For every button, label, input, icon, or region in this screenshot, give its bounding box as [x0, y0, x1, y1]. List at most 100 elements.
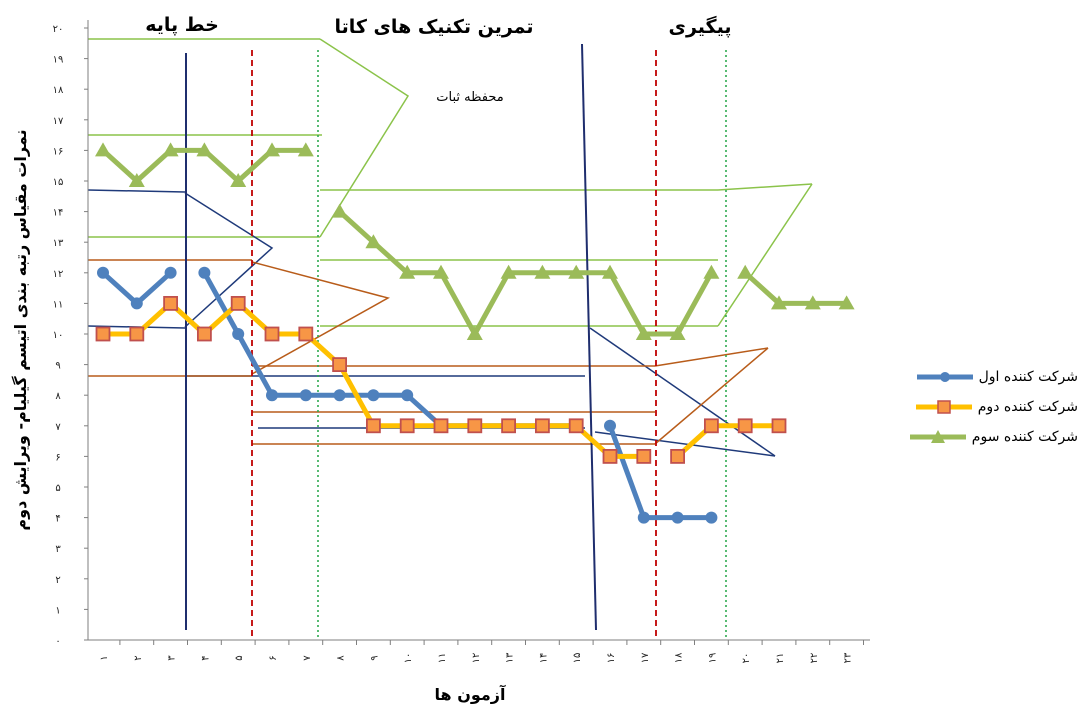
series-1-point-10 — [401, 389, 414, 402]
series-3-line-3 — [742, 270, 850, 306]
series-2-point-10 — [399, 418, 415, 434]
annotation-stability-envelope: محفظه ثبات — [436, 90, 503, 105]
series-3-point-16 — [602, 264, 618, 279]
series-3-point-9 — [365, 234, 382, 249]
envelope-series-3-kata — [88, 134, 813, 327]
legend-label-series-1: شرکت کننده اول — [978, 369, 1078, 385]
y-tick-label-18: ۱۸ — [53, 85, 64, 96]
y-tick-label-11: ۱۱ — [53, 299, 64, 310]
x-tick-label-17: ۱۷ — [640, 652, 651, 663]
series-2 — [95, 295, 787, 464]
x-tick-label-19: ۱۹ — [707, 653, 718, 664]
series-3-point-13 — [500, 264, 517, 279]
y-tick-label-4: ۴ — [55, 514, 60, 525]
y-tick-label-2: ۲ — [55, 575, 60, 586]
legend-label-series-3: شرکت کننده سوم — [971, 429, 1078, 445]
y-tick-label-14: ۱۴ — [53, 208, 64, 219]
series-2-point-19 — [704, 418, 719, 434]
series-layer — [95, 142, 855, 524]
legend-label-series-2: شرکت کننده دوم — [977, 399, 1078, 415]
phase-title-followup: پیگیری — [669, 15, 732, 38]
series-1-point-2 — [130, 297, 143, 310]
x-tick-label-13: ۱۳ — [505, 652, 516, 663]
series-2-point-1 — [95, 326, 111, 342]
y-tick-label-15: ۱۵ — [53, 177, 64, 188]
series-1 — [97, 266, 718, 524]
series-3-point-4 — [196, 142, 213, 157]
series-2-point-9 — [365, 418, 381, 434]
series-3-point-14 — [534, 264, 551, 279]
series-2-point-15 — [568, 418, 584, 434]
series-3-point-12 — [466, 326, 483, 340]
series-2-point-6 — [264, 326, 280, 342]
y-tick-label-5: ۵ — [55, 483, 60, 494]
y-tick-label-13: ۱۳ — [53, 238, 64, 249]
x-tick-label-8: ۸ — [336, 655, 347, 661]
series-3-point-7 — [297, 142, 314, 157]
series-1-point-6 — [266, 389, 278, 402]
legend-swatch-series-2 — [915, 400, 972, 414]
series-3-point-1 — [95, 142, 111, 157]
y-tick-label-1: ۱ — [55, 605, 60, 616]
series-2-point-8 — [332, 357, 348, 373]
legend-item-series-2: شرکت کننده دوم — [872, 392, 1078, 422]
x-axis-title: آزمون ها — [435, 684, 506, 704]
series-1-point-18 — [671, 511, 684, 524]
envelope-series-3-baseline — [88, 38, 410, 238]
y-tick-label-19: ۱۹ — [53, 55, 64, 66]
y-tick-label-17: ۱۷ — [53, 116, 64, 127]
series-1-point-5 — [232, 328, 245, 340]
y-tick-label-12: ۱۲ — [53, 269, 64, 280]
series-3-point-6 — [264, 142, 280, 157]
series-2-point-7 — [298, 326, 314, 342]
phase-title-baseline: خط پایه — [145, 14, 219, 36]
x-tick-label-4: ۴ — [200, 655, 211, 660]
series-3-point-3 — [162, 142, 179, 157]
legend-item-series-3: شرکت کننده سوم — [872, 422, 1078, 452]
series-3-point-23 — [838, 295, 855, 310]
phase-divider-kata-solid — [581, 43, 597, 631]
series-3-point-2 — [128, 173, 145, 187]
series-1-line-2 — [201, 270, 579, 429]
series-3-point-19 — [703, 264, 720, 279]
x-tick-label-1: ۱ — [99, 655, 110, 660]
series-2-point-3 — [163, 295, 179, 311]
series-3-line-2 — [337, 209, 714, 337]
legend-swatch-series-1 — [916, 372, 973, 382]
series-3-point-15 — [568, 264, 585, 279]
legend: شرکت کننده اول شرکت کننده دوم شرکت کننده… — [872, 362, 1078, 452]
series-3-point-8 — [331, 203, 348, 218]
series-1-point-19 — [705, 511, 718, 524]
x-tick-label-7: ۷ — [302, 655, 313, 661]
series-2-line-2 — [675, 423, 782, 459]
series-2-point-13 — [501, 418, 517, 434]
series-1-point-3 — [164, 266, 177, 279]
series-3-point-21 — [771, 295, 787, 310]
x-tick-label-9: ۹ — [369, 655, 380, 660]
series-3-point-17 — [635, 326, 652, 340]
series-1-point-8 — [333, 389, 346, 402]
y-tick-label-10: ۱۰ — [53, 330, 64, 341]
y-tick-label-7: ۷ — [55, 422, 61, 433]
series-2-point-18 — [670, 448, 685, 464]
x-axis-ticks: ۱ ۲ ۳ ۴ ۵ ۶ ۷ ۸ ۹ ۱۰ ۱۱ ۱۲ ۱۳ ۱۴ ۱۵ ۱۶ ۱۷ ۱۸ ۱۹ ۲۰ ۲۱ ۲۲ ۲۳ — [99, 640, 864, 663]
x-tick-label-2: ۲ — [133, 655, 144, 660]
series-3 — [95, 142, 855, 340]
series-3-point-22 — [804, 295, 821, 310]
x-tick-label-20: ۲۰ — [741, 653, 752, 664]
x-tick-label-14: ۱۴ — [538, 653, 549, 664]
x-tick-label-21: ۲۱ — [775, 653, 786, 664]
legend-item-series-1: شرکت کننده اول — [872, 362, 1078, 392]
series-2-point-14 — [535, 418, 550, 434]
y-tick-label-20: ۲۰ — [53, 24, 64, 35]
series-2-point-20 — [737, 418, 753, 434]
x-tick-label-15: ۱۵ — [572, 653, 583, 664]
x-tick-label-10: ۱۰ — [403, 653, 414, 664]
y-tick-label-6: ۶ — [55, 452, 60, 463]
series-3-point-20 — [737, 264, 754, 279]
x-tick-label-18: ۱۸ — [674, 652, 685, 663]
series-3-point-10 — [399, 264, 416, 279]
envelope-series-2 — [88, 259, 769, 445]
